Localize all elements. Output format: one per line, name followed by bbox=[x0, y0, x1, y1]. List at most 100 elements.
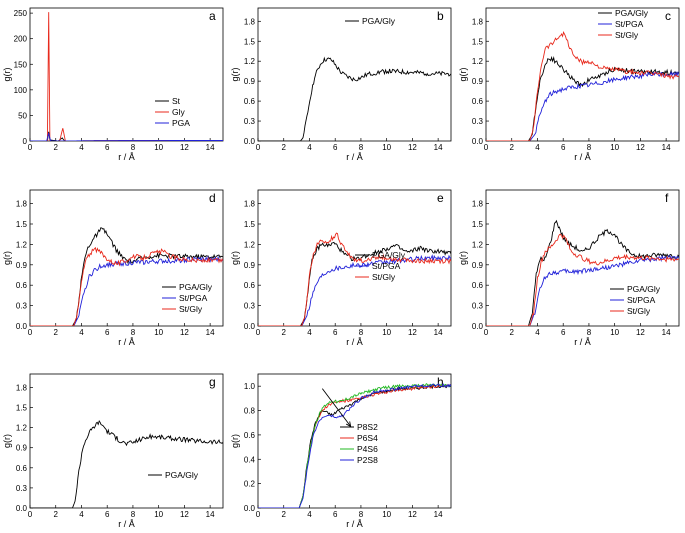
plot-frame bbox=[29, 189, 224, 327]
y-tick-label: 0.3 bbox=[244, 302, 256, 311]
x-tick-label: 12 bbox=[408, 510, 417, 519]
y-tick-label: 0.2 bbox=[244, 480, 256, 489]
x-axis-label: r / Å bbox=[346, 152, 363, 162]
y-axis-label: g(r) bbox=[2, 251, 12, 265]
x-axis-label: r / Å bbox=[574, 337, 591, 347]
x-tick-label: 4 bbox=[307, 143, 312, 152]
y-tick-label: 1.2 bbox=[244, 240, 256, 249]
y-tick-label: 0.9 bbox=[244, 261, 256, 270]
y-tick-label: 1.5 bbox=[244, 220, 256, 229]
y-tick-label: 0.9 bbox=[472, 77, 484, 86]
y-tick-label: 0 bbox=[23, 137, 28, 146]
x-axis-label: r / Å bbox=[346, 337, 363, 347]
x-tick-label: 14 bbox=[434, 510, 443, 519]
panel-letter: d bbox=[209, 191, 216, 205]
y-tick-label: 100 bbox=[14, 86, 28, 95]
y-axis-label: g(r) bbox=[230, 68, 240, 82]
x-tick-label: 12 bbox=[408, 143, 417, 152]
x-tick-label: 0 bbox=[256, 143, 261, 152]
y-tick-label: 0.0 bbox=[16, 504, 28, 513]
x-tick-label: 8 bbox=[131, 328, 136, 337]
y-tick-label: 0.9 bbox=[16, 261, 28, 270]
y-tick-label: 0.0 bbox=[472, 322, 484, 331]
x-tick-label: 6 bbox=[105, 143, 110, 152]
series-line-pga-gly bbox=[486, 55, 679, 141]
y-axis-label: g(r) bbox=[230, 434, 240, 448]
legend-label: PGA/Gly bbox=[627, 284, 661, 294]
panel-letter: e bbox=[437, 191, 444, 205]
x-tick-label: 12 bbox=[180, 328, 189, 337]
x-tick-label: 4 bbox=[79, 328, 84, 337]
trend-arrow bbox=[321, 388, 352, 427]
legend-label: St/Gly bbox=[615, 30, 639, 40]
y-tick-label: 0.6 bbox=[244, 281, 256, 290]
y-tick-label: 1.2 bbox=[16, 240, 28, 249]
x-tick-label: 12 bbox=[180, 143, 189, 152]
y-tick-label: 0.3 bbox=[472, 117, 484, 126]
series-line-p6s4 bbox=[258, 384, 451, 508]
y-tick-label: 1.8 bbox=[244, 200, 256, 209]
x-tick-label: 10 bbox=[610, 143, 619, 152]
y-tick-label: 0.9 bbox=[472, 261, 484, 270]
x-tick-label: 6 bbox=[561, 328, 566, 337]
x-tick-label: 0 bbox=[28, 328, 33, 337]
plot-frame bbox=[29, 7, 224, 142]
series-line-st bbox=[30, 131, 223, 141]
panel-a: 0 2 4 6 8 10 12 14 0 50 100 150 200 250 r / Å g(r) a StGl… bbox=[2, 7, 224, 162]
y-tick-label: 0.0 bbox=[244, 322, 256, 331]
y-tick-label: 1.8 bbox=[472, 200, 484, 209]
y-tick-label: 1.5 bbox=[472, 37, 484, 46]
x-tick-label: 2 bbox=[510, 328, 515, 337]
x-tick-label: 0 bbox=[28, 143, 33, 152]
panel-d: 0 2 4 6 8 10 12 14 0.0 0.3 0.6 0.9 1.2 1.5 1.8 r / Å g(r… bbox=[2, 189, 224, 347]
x-tick-label: 14 bbox=[434, 143, 443, 152]
x-tick-label: 8 bbox=[359, 328, 364, 337]
y-tick-label: 0.9 bbox=[244, 77, 256, 86]
x-tick-label: 2 bbox=[282, 510, 287, 519]
legend-label: PGA/Gly bbox=[165, 470, 199, 480]
x-tick-label: 4 bbox=[79, 510, 84, 519]
x-axis-label: r / Å bbox=[118, 519, 135, 529]
panel-letter: a bbox=[209, 9, 216, 23]
y-tick-label: 1.5 bbox=[16, 404, 28, 413]
x-tick-label: 6 bbox=[561, 143, 566, 152]
legend-label: P8S2 bbox=[357, 422, 378, 432]
x-tick-label: 8 bbox=[131, 143, 136, 152]
legend-label: PGA/Gly bbox=[362, 16, 396, 26]
panel-letter: g bbox=[209, 375, 216, 389]
y-tick-label: 1.2 bbox=[472, 240, 484, 249]
x-tick-label: 2 bbox=[282, 143, 287, 152]
legend-label: Gly bbox=[172, 107, 186, 117]
legend-label: P4S6 bbox=[357, 444, 378, 454]
x-tick-label: 8 bbox=[359, 143, 364, 152]
series-line-pga bbox=[30, 132, 223, 141]
series-line-pga-gly bbox=[258, 241, 451, 326]
series-line-st-pga bbox=[486, 70, 679, 141]
y-tick-label: 0.6 bbox=[16, 464, 28, 473]
legend-label: St bbox=[172, 96, 181, 106]
x-tick-label: 14 bbox=[206, 510, 215, 519]
y-tick-label: 0.0 bbox=[244, 137, 256, 146]
y-tick-label: 0.0 bbox=[16, 322, 28, 331]
x-tick-label: 10 bbox=[382, 143, 391, 152]
plot-frame bbox=[257, 373, 452, 509]
x-tick-label: 0 bbox=[484, 143, 489, 152]
x-axis-label: r / Å bbox=[118, 152, 135, 162]
x-tick-label: 6 bbox=[333, 143, 338, 152]
series-line-st-gly bbox=[30, 246, 223, 326]
panel-g: 0 2 4 6 8 10 12 14 0.0 0.3 0.6 0.9 1.2 1.5 1.8 r / Å g(r… bbox=[2, 373, 224, 529]
y-tick-label: 50 bbox=[18, 111, 27, 120]
panel-letter: f bbox=[665, 191, 669, 205]
y-tick-label: 0.6 bbox=[16, 281, 28, 290]
x-tick-label: 4 bbox=[307, 328, 312, 337]
x-tick-label: 6 bbox=[333, 510, 338, 519]
x-tick-label: 8 bbox=[587, 143, 592, 152]
x-tick-label: 0 bbox=[256, 510, 261, 519]
series-line-st-pga bbox=[486, 254, 679, 326]
legend-label: St/Gly bbox=[372, 272, 396, 282]
x-tick-label: 0 bbox=[28, 510, 33, 519]
y-tick-label: 1.0 bbox=[244, 382, 256, 391]
y-tick-label: 0.8 bbox=[244, 407, 256, 416]
x-tick-label: 10 bbox=[154, 328, 163, 337]
